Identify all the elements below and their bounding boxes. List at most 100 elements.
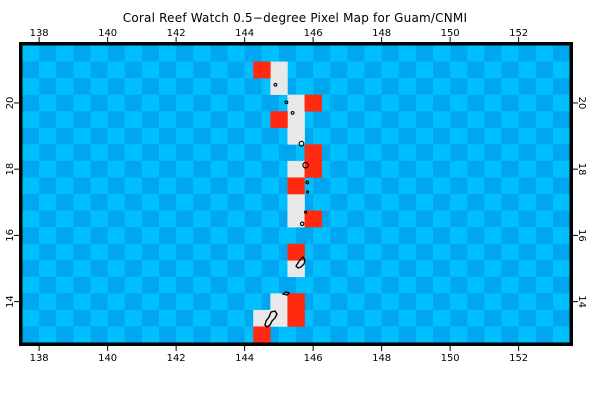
ocean-pixel xyxy=(535,194,554,211)
ocean-pixel xyxy=(107,45,126,62)
ocean-pixel xyxy=(107,293,126,311)
ocean-pixel xyxy=(22,243,40,261)
ocean-pixel xyxy=(467,309,485,327)
ocean-pixel xyxy=(381,194,400,211)
ocean-pixel xyxy=(124,309,143,327)
right-latitude-label: 14 xyxy=(576,295,587,308)
ocean-pixel xyxy=(398,144,417,162)
ocean-pixel xyxy=(535,309,554,327)
ocean-pixel xyxy=(73,61,91,79)
ocean-pixel xyxy=(39,227,57,244)
ocean-pixel xyxy=(467,94,485,112)
ocean-pixel xyxy=(39,276,57,294)
ocean-pixel xyxy=(90,260,108,278)
ocean-pixel xyxy=(124,293,143,311)
ocean-pixel xyxy=(107,78,126,95)
ocean-pixel xyxy=(107,111,126,129)
ocean-pixel xyxy=(501,94,519,112)
ocean-pixel xyxy=(398,243,417,261)
ocean-pixel xyxy=(501,194,519,211)
ocean-pixel xyxy=(73,194,91,211)
ocean-pixel xyxy=(210,78,228,95)
ocean-pixel xyxy=(278,276,297,294)
ocean-pixel xyxy=(535,177,554,195)
ocean-pixel xyxy=(261,94,280,112)
ocean-pixel xyxy=(141,111,160,129)
ocean-pixel xyxy=(56,194,74,211)
ocean-pixel xyxy=(159,61,177,79)
ocean-pixel xyxy=(398,45,417,62)
island-outline xyxy=(298,140,305,147)
virtual-station-pixel xyxy=(304,144,322,162)
ocean-pixel xyxy=(501,210,519,228)
ocean-pixel xyxy=(501,276,519,294)
ocean-pixel xyxy=(347,78,365,95)
ocean-pixel xyxy=(501,326,519,344)
ocean-pixel xyxy=(107,243,126,261)
ocean-pixel xyxy=(296,276,314,294)
ocean-pixel xyxy=(73,127,91,145)
ocean-pixel xyxy=(210,260,228,278)
ocean-pixel xyxy=(398,177,417,195)
ocean-pixel xyxy=(107,276,126,294)
ocean-pixel xyxy=(193,309,211,327)
ocean-pixel xyxy=(176,210,194,228)
ocean-pixel xyxy=(450,210,468,228)
top-longitude-label: 148 xyxy=(372,28,391,39)
ocean-pixel xyxy=(330,227,348,244)
ocean-pixel xyxy=(433,276,451,294)
ocean-pixel xyxy=(227,326,245,344)
guam-coastline xyxy=(264,310,278,328)
ocean-pixel xyxy=(107,94,126,112)
ocean-pixel xyxy=(364,243,382,261)
island-outline xyxy=(299,221,305,227)
ocean-pixel xyxy=(22,160,40,178)
virtual-station-pixel xyxy=(304,94,322,112)
ocean-pixel xyxy=(176,326,194,344)
ocean-pixel xyxy=(381,61,400,79)
ocean-pixel xyxy=(176,260,194,278)
ocean-pixel xyxy=(415,78,434,95)
ocean-pixel xyxy=(450,144,468,162)
ocean-pixel xyxy=(56,61,74,79)
ocean-pixel xyxy=(107,177,126,195)
ocean-pixel xyxy=(501,127,519,145)
ocean-pixel xyxy=(261,177,280,195)
bottom-longitude-axis: 138 140 142 144 146 148 150 152 xyxy=(30,346,528,364)
ocean-pixel xyxy=(56,210,74,228)
ocean-pixel xyxy=(330,45,348,62)
ocean-pixel xyxy=(484,326,502,344)
ocean-pixel xyxy=(398,78,417,95)
ocean-pixel xyxy=(193,127,211,145)
ocean-pixel xyxy=(244,210,263,228)
virtual-station-pixel xyxy=(304,210,322,228)
ocean-pixel xyxy=(210,111,228,129)
ocean-pixel xyxy=(364,210,382,228)
ocean-pixel xyxy=(467,144,485,162)
ocean-pixel xyxy=(552,127,571,145)
ocean-pixel xyxy=(210,177,228,195)
ocean-pixel xyxy=(433,194,451,211)
ocean-pixel xyxy=(415,61,434,79)
ocean-pixel xyxy=(90,94,108,112)
ocean-pixel xyxy=(364,144,382,162)
ocean-pixel xyxy=(313,78,331,95)
land-pixel xyxy=(270,293,288,311)
land-pixel xyxy=(270,78,288,95)
pixel-grid xyxy=(22,45,571,344)
ocean-pixel xyxy=(415,45,434,62)
ocean-pixel xyxy=(518,177,537,195)
ocean-pixel xyxy=(433,309,451,327)
ocean-pixel xyxy=(124,144,143,162)
ocean-pixel xyxy=(244,194,263,211)
ocean-pixel xyxy=(56,293,74,311)
virtual-station-pixel xyxy=(287,309,305,327)
ocean-pixel xyxy=(227,144,245,162)
ocean-pixel xyxy=(415,194,434,211)
ocean-pixel xyxy=(124,210,143,228)
ocean-pixel xyxy=(501,45,519,62)
ocean-pixel xyxy=(518,160,537,178)
ocean-pixel xyxy=(330,160,348,178)
ocean-pixel xyxy=(398,160,417,178)
